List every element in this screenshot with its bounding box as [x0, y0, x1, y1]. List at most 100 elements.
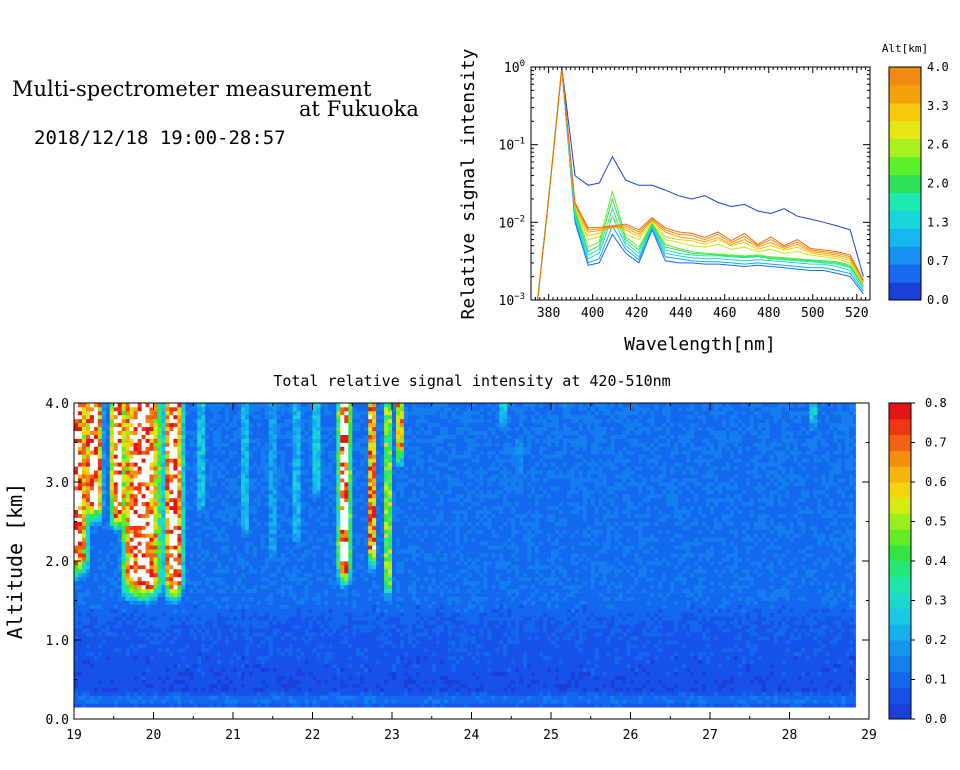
heatmap-cell	[185, 466, 190, 471]
heatmap-cell	[244, 687, 250, 692]
heatmap-cell	[288, 442, 294, 447]
heatmap-cell	[260, 525, 266, 530]
heatmap-cell	[109, 659, 115, 665]
heatmap-cell	[197, 592, 202, 597]
heatmap-cell	[121, 430, 127, 435]
heatmap-cell	[252, 612, 258, 617]
heatmap-cell	[101, 608, 107, 613]
heatmap-cell	[197, 537, 202, 542]
heatmap-cell	[280, 620, 286, 625]
heatmap-cell	[248, 616, 254, 621]
heatmap-cell	[241, 442, 246, 447]
heatmap-cell	[280, 549, 286, 554]
heatmap-cell	[137, 529, 142, 534]
heatmap-cell	[256, 422, 262, 428]
heatmap-cell	[268, 525, 274, 530]
heatmap-cell	[264, 525, 270, 530]
heatmap-cell	[248, 612, 254, 617]
heatmap-cell	[296, 683, 301, 688]
heatmap-cell	[74, 521, 79, 526]
heatmap-cell	[149, 482, 154, 487]
heatmap-cell	[264, 683, 270, 688]
heatmap-cell	[304, 482, 309, 487]
heatmap-cell	[145, 489, 150, 495]
heatmap-cell	[161, 659, 166, 665]
heatmap-cell	[201, 553, 206, 558]
heatmap-cell	[304, 557, 309, 562]
heatmap-cell	[197, 462, 202, 467]
heatmap-cell	[161, 584, 166, 590]
heatmap-cell	[85, 608, 91, 613]
heatmap-cell	[137, 667, 142, 672]
heatmap-cell	[189, 541, 194, 546]
heatmap-cell	[233, 671, 238, 676]
heatmap-cell	[252, 651, 258, 657]
heatmap-cell	[145, 553, 150, 558]
heatmap-cell	[260, 454, 266, 459]
heatmap-cell	[85, 561, 91, 566]
heatmap-cell	[209, 403, 214, 408]
heatmap-cell	[117, 620, 123, 625]
heatmap-cell	[280, 537, 286, 542]
heatmap-cell	[292, 403, 297, 408]
heatmap-cell	[272, 624, 278, 629]
heatmap-cell	[89, 434, 95, 439]
heatmap-cell	[252, 703, 258, 708]
heatmap-cell	[105, 521, 111, 526]
heatmap-cell	[169, 596, 174, 601]
heatmap-cell	[105, 608, 111, 613]
heatmap-cell	[101, 576, 107, 582]
heatmap-cell	[149, 683, 154, 688]
heatmap-cell	[153, 549, 158, 554]
heatmap-cell	[82, 663, 87, 668]
heatmap-cell	[241, 695, 246, 700]
heatmap-cell	[157, 663, 162, 668]
heatmap-cell	[308, 418, 313, 424]
heatmap-cell	[300, 679, 305, 684]
heatmap-cell	[109, 422, 115, 428]
heatmap-cell	[169, 414, 174, 420]
heatmap-cell	[165, 568, 170, 574]
heatmap-cell	[205, 529, 210, 534]
heatmap-cell	[256, 529, 262, 534]
heatmap-cell	[244, 505, 250, 510]
heatmap-cell	[105, 541, 111, 546]
heatmap-cell	[149, 667, 154, 672]
heatmap-cell	[93, 521, 99, 526]
heatmap-cell	[201, 446, 206, 451]
heatmap-cell	[173, 616, 178, 621]
heatmap-cell	[177, 407, 182, 412]
heatmap-cell	[201, 695, 206, 700]
heatmap-cell	[237, 588, 242, 593]
heatmap-cell	[205, 545, 210, 550]
heatmap-cell	[113, 537, 119, 542]
heatmap-cell	[93, 651, 99, 657]
heatmap-cell	[193, 486, 198, 491]
heatmap-cell	[85, 466, 91, 471]
heatmap-cell	[173, 403, 178, 408]
heatmap-cell	[241, 470, 246, 475]
heatmap-cell	[109, 458, 115, 463]
heatmap-cell	[153, 482, 158, 487]
heatmap-cell	[101, 640, 107, 645]
heatmap-cell	[177, 667, 182, 672]
heatmap-cell	[213, 446, 218, 451]
heatmap-cell	[256, 600, 262, 605]
heatmap-cell	[109, 438, 115, 443]
heatmap-cell	[153, 580, 158, 586]
heatmap-cell	[225, 679, 230, 684]
heatmap-cell	[109, 501, 115, 507]
heatmap-cell	[169, 470, 174, 475]
heatmap-cell	[181, 466, 186, 471]
heatmap-cell	[161, 604, 166, 609]
heatmap-cell	[165, 462, 170, 467]
heatmap-cell	[205, 501, 210, 507]
heatmap-cell	[296, 608, 301, 613]
heatmap-cell	[252, 482, 258, 487]
heatmap-cell	[82, 557, 87, 562]
heatmap-cell	[165, 422, 170, 428]
heatmap-cell	[292, 691, 297, 696]
heatmap-cell	[189, 588, 194, 593]
heatmap-cell	[153, 691, 158, 696]
heatmap-cell	[113, 655, 119, 661]
